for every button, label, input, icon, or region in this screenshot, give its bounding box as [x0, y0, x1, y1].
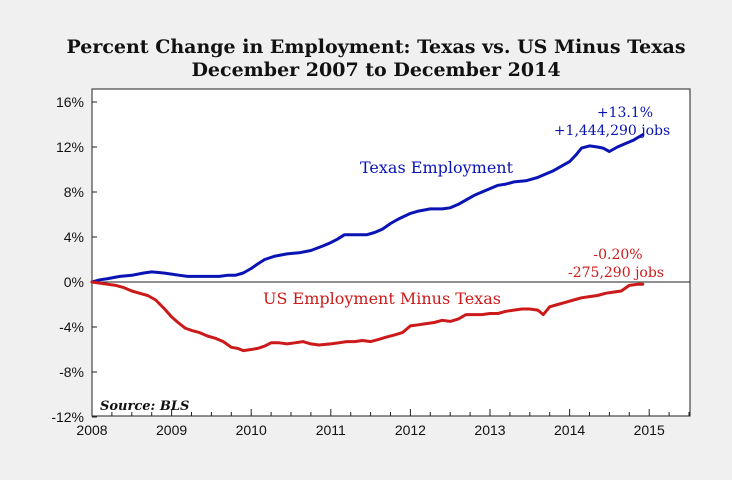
y-tick-label: 16% [56, 94, 84, 110]
chart-title: Percent Change in Employment: Texas vs. … [66, 36, 685, 58]
y-tick-label: 4% [64, 229, 84, 245]
series-line-us-minus-texas [90, 280, 645, 353]
x-tick-label: 2011 [316, 422, 346, 438]
y-tick-label: 12% [56, 139, 84, 155]
x-tick-label: 2008 [76, 422, 107, 438]
chart-subtitle: December 2007 to December 2014 [191, 59, 560, 81]
series-group [90, 133, 645, 353]
series-label-us-minus-texas: US Employment Minus Texas [263, 289, 501, 308]
y-tick-label: -8% [59, 364, 84, 380]
x-tick-label: 2013 [474, 422, 505, 438]
x-tick-label: 2014 [554, 422, 585, 438]
texas-annotation-jobs: +1,444,290 jobs [554, 123, 670, 139]
y-tick-label: 8% [64, 184, 84, 200]
x-tick-label: 2010 [236, 422, 267, 438]
texas-annotation-percent: +13.1% [597, 105, 653, 121]
plot-area [92, 89, 690, 416]
axes: -12% -8% -4% 0% 4% 8% 12% 16% 2008 2009 2010 2011 20… [51, 88, 691, 438]
y-tick-label: 0% [64, 274, 84, 290]
x-tick-label: 2012 [395, 422, 426, 438]
x-tick-label: 2009 [156, 422, 187, 438]
x-tick-label: 2015 [634, 422, 665, 438]
y-tick-label: -12% [51, 409, 84, 425]
series-line-texas [90, 133, 645, 284]
source-note: Source: BLS [100, 399, 189, 414]
us-annotation-percent: -0.20% [593, 247, 642, 263]
series-label-texas: Texas Employment [360, 158, 514, 177]
y-tick-label: -4% [59, 319, 84, 335]
us-annotation-jobs: -275,290 jobs [568, 265, 664, 281]
